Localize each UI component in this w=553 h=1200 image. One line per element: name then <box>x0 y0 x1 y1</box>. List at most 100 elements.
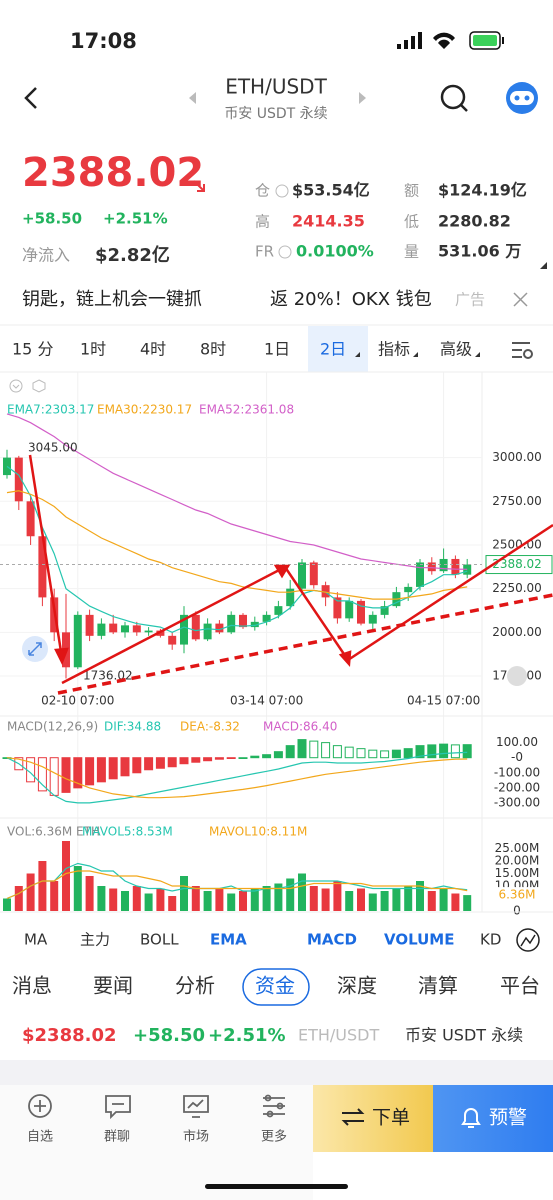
macd-bar <box>226 757 236 759</box>
stat-label: 仓 <box>255 182 270 200</box>
macd-bar <box>61 757 71 793</box>
macd-bar <box>214 757 224 760</box>
content-tab[interactable]: 清算 <box>418 974 458 998</box>
content-tab[interactable]: 资金 <box>255 974 295 998</box>
y-tick-label: 100.00 <box>496 735 538 749</box>
macd-bar <box>144 757 154 771</box>
indicator-tab[interactable]: MA <box>24 931 48 949</box>
macd-bar <box>203 757 213 762</box>
info-icon[interactable] <box>278 245 292 259</box>
alert-label[interactable]: 预警 <box>489 1107 527 1129</box>
nav-label[interactable]: 群聊 <box>104 1130 130 1145</box>
macd-bar <box>321 742 331 759</box>
volume-bar <box>180 876 188 911</box>
order-icon <box>341 1108 365 1126</box>
interval-selected-bg <box>308 326 368 372</box>
indicator-tab[interactable]: KD <box>480 931 501 949</box>
macd-bar <box>250 755 260 759</box>
candle-body <box>309 562 318 586</box>
macd-bar <box>415 745 425 759</box>
volume-bar <box>168 896 177 911</box>
chart-settings-icon[interactable] <box>512 342 533 359</box>
y-tick-label: -100.00 <box>494 765 540 779</box>
volume-bar <box>404 886 413 911</box>
volume-bar <box>191 886 200 911</box>
macd-bar <box>380 750 390 759</box>
indicator-tab[interactable]: 主力 <box>80 931 110 949</box>
x-tick-label: 02-10 07:00 <box>41 694 114 708</box>
indicator-tab[interactable]: MACD <box>307 931 357 949</box>
ticker-change: +58.50 <box>133 1025 205 1046</box>
charts: 02-10 07:00 03-14 07:00 04-15 07:00 3000.00… <box>0 372 553 918</box>
scroll-right[interactable] <box>507 666 527 686</box>
candle-body <box>168 635 177 645</box>
chart-icons <box>9 379 46 393</box>
legend-entry: VOL:6.36M ETH <box>7 825 100 839</box>
macd-bar <box>96 757 106 783</box>
interval-tab[interactable]: 4时 <box>140 340 166 359</box>
candle-body <box>463 564 472 575</box>
order-label[interactable]: 下单 <box>372 1107 410 1129</box>
content-tab[interactable]: 平台 <box>500 974 540 998</box>
macd-bar <box>238 757 248 759</box>
prev-arrow[interactable] <box>189 92 196 104</box>
ad-text[interactable]: 返 20%！OKX 钱包 <box>270 289 432 310</box>
candle-body <box>180 614 188 645</box>
last-price: 2388.02 <box>22 150 204 196</box>
volume-bar <box>439 888 448 911</box>
draw-icon[interactable] <box>516 928 540 952</box>
panel-title: MACD(12,26,9) <box>7 720 98 734</box>
indicator-line <box>6 757 468 799</box>
dropdown-mark <box>475 352 480 357</box>
content-tab[interactable]: 分析 <box>175 974 215 998</box>
info-icon[interactable] <box>275 184 289 198</box>
net-inflow-label: 净流入 <box>22 246 70 265</box>
next-arrow[interactable] <box>359 92 366 104</box>
candle-body <box>427 562 436 572</box>
candle-body <box>191 614 200 640</box>
indicator-tab[interactable]: BOLL <box>140 931 179 949</box>
interval-tab[interactable]: 高级 <box>440 340 472 359</box>
macd-bar <box>262 754 272 759</box>
content-tab[interactable]: 要闻 <box>93 974 133 998</box>
interval-bar: 15 分 1时 4时 8时 1日 2日 指标 高级 <box>12 340 480 359</box>
nav-label[interactable]: 自选 <box>27 1130 53 1145</box>
alert-button[interactable] <box>433 1085 553 1152</box>
legend-entry: EMA30:2230.17 <box>97 403 192 417</box>
content-tab[interactable]: 深度 <box>337 974 377 998</box>
drawn-annotations <box>28 454 553 695</box>
content-tab[interactable]: 消息 <box>12 974 52 998</box>
candle-body <box>85 614 94 636</box>
interval-tab[interactable]: 2日 <box>320 340 346 359</box>
interval-tab[interactable]: 1日 <box>264 340 290 359</box>
search-button[interactable] <box>440 84 468 112</box>
macd-bar <box>368 749 378 759</box>
macd-bar <box>37 757 47 792</box>
y-tick-label: 15.00M <box>495 866 540 880</box>
high-label: 3045.00 <box>28 441 78 455</box>
interval-tab[interactable]: 1时 <box>80 340 106 359</box>
nav-label[interactable]: 市场 <box>183 1129 209 1145</box>
legend-entry: EMA7:2303.17 <box>7 403 94 417</box>
drawing-tool[interactable] <box>22 636 48 662</box>
macd-bar <box>332 745 342 759</box>
assistant-avatar[interactable] <box>506 82 538 114</box>
indicator-line <box>6 751 468 804</box>
order-button[interactable] <box>313 1085 433 1152</box>
back-button[interactable] <box>24 87 37 109</box>
nav-bg <box>0 1085 313 1200</box>
candle-body <box>38 536 47 598</box>
ad-close[interactable] <box>513 292 528 307</box>
nav-label[interactable]: 更多 <box>261 1129 287 1145</box>
volume-bar <box>274 883 283 911</box>
indicator-tab[interactable]: VOLUME <box>384 931 454 949</box>
macd-bar <box>297 739 307 759</box>
volume-bar <box>392 888 401 911</box>
interval-tab[interactable]: 指标 <box>378 340 410 359</box>
interval-tab[interactable]: 8时 <box>200 340 226 359</box>
ad-text[interactable]: 钥匙，链上机会一键抓 <box>22 289 202 310</box>
interval-tab[interactable]: 15 分 <box>12 340 53 359</box>
indicator-tab[interactable]: EMA <box>210 931 247 949</box>
volume-bar <box>380 891 389 911</box>
